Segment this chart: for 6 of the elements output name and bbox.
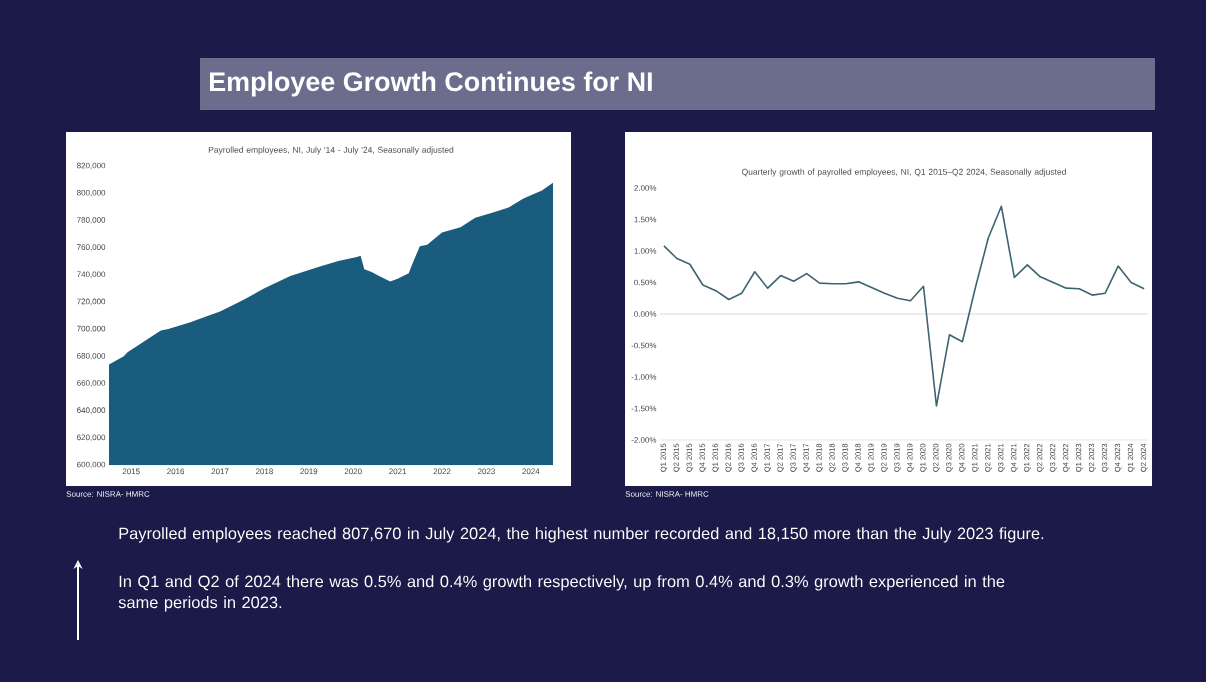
chart-title: Payrolled employees, NI, July '14 - July '24, Seasonally adjusted bbox=[208, 146, 454, 155]
text: Payrolled employees reached 807,670 in July 2024, the highest number recorded and 18,150 more than the July 2023 figure. bbox=[119, 527, 1044, 543]
text: Employee Growth Continues for NI bbox=[210, 71, 652, 97]
text: In Q1 and Q2 of 2024 there was 0.5% and 0.4% growth respectively, up from 0.4% and 0.3% growth experienced in the same periods in 2023. bbox=[118, 575, 1005, 612]
chart-title: Quarterly growth of payrolled employees, NI, Q1 2015–Q2 2024, Seasonally adjusted bbox=[742, 168, 1066, 177]
line-series bbox=[663, 205, 1145, 407]
